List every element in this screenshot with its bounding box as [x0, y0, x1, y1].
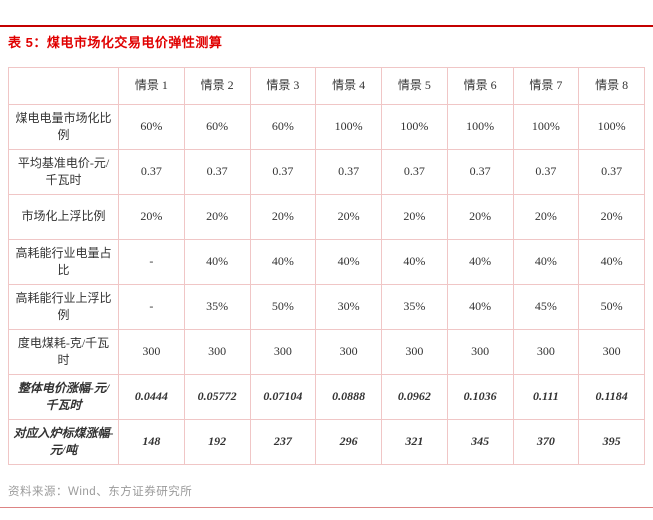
value-cell: 20%	[315, 194, 382, 240]
header-row: 情景 1 情景 2 情景 3 情景 4 情景 5 情景 6 情景 7 情景 8	[8, 67, 645, 105]
value-cell: 40%	[381, 239, 448, 285]
value-cell: 30%	[315, 284, 382, 330]
value-cell: -	[118, 284, 185, 330]
value-cell: 300	[183, 329, 251, 375]
corner-cell	[8, 67, 119, 105]
value-cell: 0.0888	[315, 374, 382, 420]
table-row: 平均基准电价-元/千瓦时 0.37 0.37 0.37 0.37 0.37 0.37 0.37…	[8, 149, 645, 195]
value-cell: 0.1036	[446, 374, 514, 420]
value-cell: 192	[183, 419, 251, 465]
value-cell: 40%	[249, 239, 317, 285]
value-cell: 0.37	[381, 149, 448, 195]
value-cell: 100%	[315, 104, 382, 150]
value-cell: 20%	[249, 194, 317, 240]
value-cell: 0.37	[446, 149, 514, 195]
column-header: 情景 8	[578, 67, 645, 105]
value-cell: 237	[249, 419, 317, 465]
value-cell: 300	[512, 329, 580, 375]
value-cell: 0.05772	[183, 374, 251, 420]
table-row: 对应入炉标煤涨幅-元/吨 148 192 237 296 321 345 370 395	[8, 419, 645, 465]
value-cell: 20%	[446, 194, 514, 240]
value-cell: 0.37	[183, 149, 251, 195]
value-cell: 50%	[249, 284, 317, 330]
table-row: 市场化上浮比例 20% 20% 20% 20% 20% 20% 20% 20%	[8, 194, 645, 240]
value-cell: 60%	[249, 104, 317, 150]
value-cell: 35%	[381, 284, 448, 330]
elasticity-table: 情景 1 情景 2 情景 3 情景 4 情景 5 情景 6 情景 7 情景 8 煤电电量市场化…	[8, 67, 645, 465]
row-label: 市场化上浮比例	[8, 194, 119, 240]
table-title: 表 5：煤电市场化交易电价弹性测算	[8, 35, 223, 50]
row-label: 平均基准电价-元/千瓦时	[8, 149, 119, 195]
value-cell: 40%	[578, 239, 645, 285]
value-cell: 20%	[512, 194, 580, 240]
bottom-rule	[0, 507, 653, 508]
table-row: 煤电电量市场化比例 60% 60% 60% 100% 100% 100% 100% 100%	[8, 104, 645, 150]
table-head: 情景 1 情景 2 情景 3 情景 4 情景 5 情景 6 情景 7 情景 8	[8, 67, 645, 105]
top-rule	[0, 25, 653, 27]
value-cell: 300	[446, 329, 514, 375]
value-cell: 40%	[315, 239, 382, 285]
value-cell: 300	[578, 329, 645, 375]
value-cell: -	[118, 239, 185, 285]
value-cell: 40%	[446, 284, 514, 330]
value-cell: 20%	[381, 194, 448, 240]
source-note: 资料来源：Wind、东方证券研究所	[8, 486, 193, 498]
column-header: 情景 7	[512, 67, 580, 105]
column-header: 情景 5	[381, 67, 448, 105]
value-cell: 300	[381, 329, 448, 375]
value-cell: 395	[578, 419, 645, 465]
value-cell: 0.37	[315, 149, 382, 195]
value-cell: 20%	[183, 194, 251, 240]
row-label: 度电煤耗-克/千瓦时	[8, 329, 119, 375]
column-header: 情景 2	[183, 67, 251, 105]
value-cell: 100%	[446, 104, 514, 150]
table-row: 度电煤耗-克/千瓦时 300 300 300 300 300 300 300 300	[8, 329, 645, 375]
value-cell: 0.37	[512, 149, 580, 195]
value-cell: 60%	[118, 104, 185, 150]
value-cell: 0.37	[118, 149, 185, 195]
column-header: 情景 3	[249, 67, 317, 105]
table-row: 高耗能行业上浮比例 -35% 50% 30% 35% 40% 45% 50%	[8, 284, 645, 330]
value-cell: 345	[446, 419, 514, 465]
table-body: 煤电电量市场化比例 60% 60% 60% 100% 100% 100% 100% 100% 平均…	[8, 104, 645, 465]
value-cell: 0.0962	[381, 374, 448, 420]
value-cell: 20%	[578, 194, 645, 240]
value-cell: 60%	[183, 104, 251, 150]
value-cell: 300	[315, 329, 382, 375]
value-cell: 40%	[183, 239, 251, 285]
value-cell: 296	[315, 419, 382, 465]
value-cell: 40%	[512, 239, 580, 285]
value-cell: 45%	[512, 284, 580, 330]
value-cell: 148	[118, 419, 185, 465]
row-label: 高耗能行业电量占比	[8, 239, 119, 285]
value-cell: 0.37	[578, 149, 645, 195]
value-cell: 20%	[118, 194, 185, 240]
value-cell: 100%	[381, 104, 448, 150]
value-cell: 0.0444	[118, 374, 185, 420]
value-cell: 300	[249, 329, 317, 375]
column-header: 情景 4	[315, 67, 382, 105]
table-row: 整体电价涨幅-元/千瓦时 0.0444 0.05772 0.07104 0.0888 0.…	[8, 374, 645, 420]
value-cell: 40%	[446, 239, 514, 285]
table-row: 高耗能行业电量占比 -40% 40% 40% 40% 40% 40% 40%	[8, 239, 645, 285]
row-label: 高耗能行业上浮比例	[8, 284, 119, 330]
value-cell: 0.37	[249, 149, 317, 195]
value-cell: 100%	[512, 104, 580, 150]
column-header: 情景 6	[446, 67, 514, 105]
value-cell: 0.1184	[578, 374, 645, 420]
value-cell: 321	[381, 419, 448, 465]
value-cell: 0.111	[512, 374, 580, 420]
row-label: 煤电电量市场化比例	[8, 104, 119, 150]
value-cell: 35%	[183, 284, 251, 330]
value-cell: 100%	[578, 104, 645, 150]
value-cell: 0.07104	[249, 374, 317, 420]
column-header: 情景 1	[118, 67, 185, 105]
value-cell: 370	[512, 419, 580, 465]
row-label: 整体电价涨幅-元/千瓦时	[8, 374, 119, 420]
row-label: 对应入炉标煤涨幅-元/吨	[8, 419, 119, 465]
value-cell: 300	[118, 329, 185, 375]
value-cell: 50%	[578, 284, 645, 330]
